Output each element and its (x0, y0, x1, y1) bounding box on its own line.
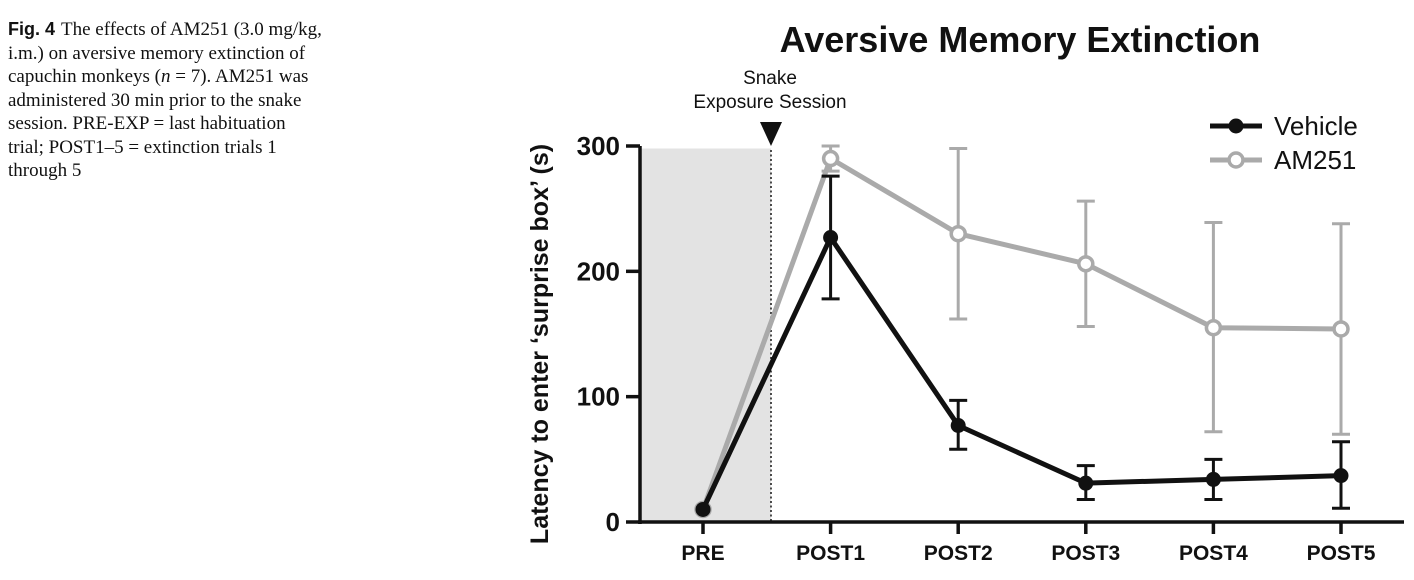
chart-title: Aversive Memory Extinction (780, 19, 1261, 60)
vehicle-point (1205, 471, 1221, 487)
x-tick-label: POST4 (1179, 542, 1248, 565)
x-tick-label: POST1 (796, 542, 865, 565)
snake-exposure-marker (760, 122, 782, 146)
caption-n-symbol: n (161, 66, 171, 87)
vehicle-point (1333, 468, 1349, 484)
series-am251 (694, 144, 1350, 519)
am251-point (1332, 320, 1350, 338)
x-tick-label: POST3 (1051, 542, 1120, 565)
x-tick-label: POST2 (924, 542, 993, 565)
vehicle-point (1078, 475, 1094, 491)
y-axis-label: Latency to enter ‘surprise box’ (s) (526, 144, 554, 544)
x-tick-label: PRE (681, 542, 724, 565)
legend-am251-marker (1227, 151, 1245, 169)
vehicle-line (700, 234, 1342, 511)
y-tick-label: 0 (606, 507, 620, 537)
pre-shaded-region (641, 148, 771, 523)
am251-point (821, 149, 840, 168)
annotation-line1: Snake (743, 68, 797, 89)
legend-vehicle-label: Vehicle (1274, 111, 1358, 141)
caption-text-part1: The effects of AM251 (3.0 mg/kg, i.m.) o… (8, 19, 322, 87)
caption-text-part2: = 7). AM251 was administered 30 min prio… (8, 66, 309, 181)
am251-line (700, 156, 1342, 511)
legend-vehicle-marker (1228, 118, 1244, 134)
figure-label: Fig. 4 (8, 19, 56, 39)
x-tick-label: POST5 (1307, 542, 1376, 565)
y-tick-label: 300 (577, 131, 620, 161)
figure-caption: Fig. 4 The effects of AM251 (3.0 mg/kg, i… (8, 18, 326, 183)
legend-am251-label: AM251 (1274, 145, 1356, 175)
vehicle-point (823, 229, 839, 245)
am251-point (949, 224, 967, 243)
am251-point (1204, 318, 1223, 337)
y-tick-label: 200 (577, 256, 620, 286)
vehicle-point (695, 501, 711, 517)
am251-point (1077, 255, 1095, 273)
annotation-line2: Exposure Session (693, 92, 846, 113)
y-tick-label: 100 (577, 382, 620, 412)
series-vehicle (695, 174, 1350, 517)
vehicle-point (950, 417, 966, 433)
